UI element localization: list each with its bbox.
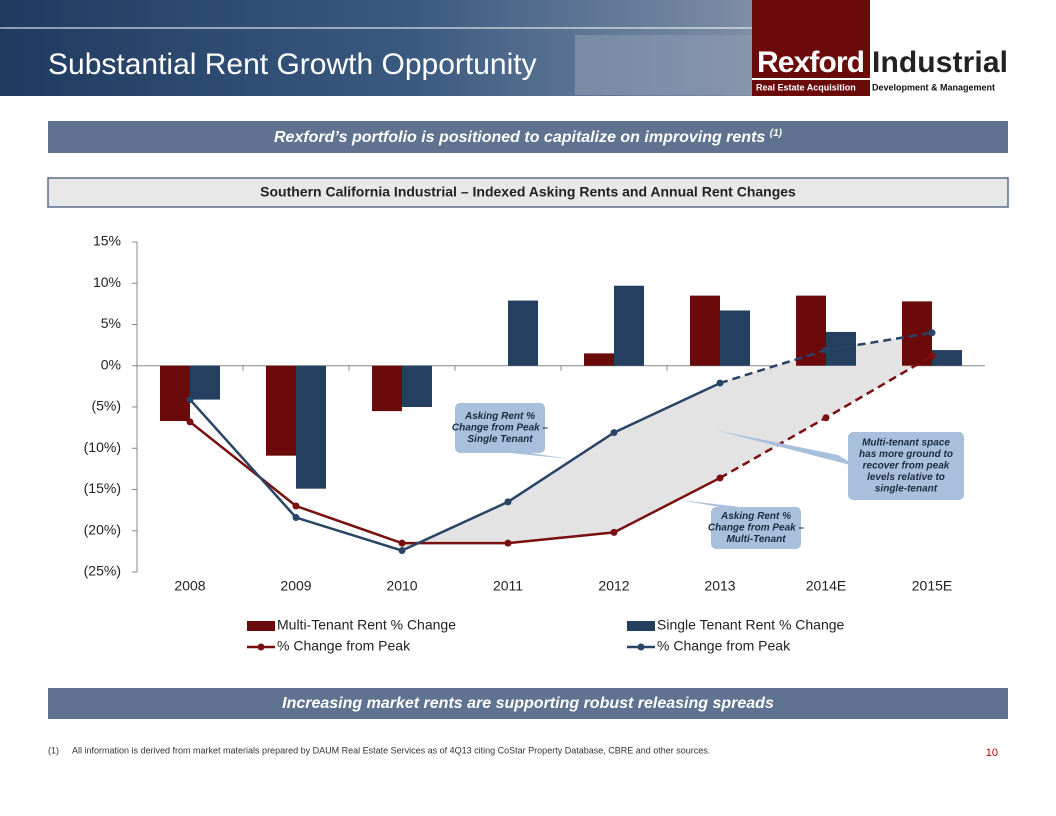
- bar: [266, 365, 296, 456]
- line-marker: [186, 396, 194, 404]
- logo-tag-1: Real Estate Acquisition: [756, 82, 856, 92]
- bar: [508, 300, 538, 366]
- line-marker: [186, 418, 194, 426]
- logo-block: [752, 0, 870, 78]
- legend-swatch: [247, 621, 275, 631]
- x-tick-label: 2014E: [806, 578, 846, 594]
- line-marker: [822, 414, 830, 422]
- y-tick-label: 15%: [93, 233, 121, 249]
- legend-marker: [637, 643, 645, 651]
- gap-area: [402, 332, 932, 551]
- line-marker: [504, 539, 512, 547]
- y-tick-label: (20%): [84, 521, 121, 537]
- y-tick-label: 10%: [93, 274, 121, 290]
- callout-text: Change from Peak –: [452, 423, 549, 434]
- callout-text: recover from peak: [863, 461, 950, 472]
- logo-tag-2: Development & Management: [872, 82, 995, 92]
- line-marker: [398, 547, 406, 555]
- callout-pointer: [680, 500, 740, 507]
- line-marker: [292, 514, 300, 522]
- line-marker: [928, 329, 936, 337]
- legend-label: Multi-Tenant Rent % Change: [277, 617, 456, 633]
- legend-marker: [257, 643, 265, 651]
- legend-label: Single Tenant Rent % Change: [657, 617, 845, 633]
- y-tick-label: (25%): [84, 563, 121, 579]
- bar: [690, 295, 720, 366]
- x-tick-label: 2009: [280, 578, 311, 594]
- legend-label: % Change from Peak: [657, 638, 791, 654]
- bar: [402, 365, 432, 407]
- slide-title: Substantial Rent Growth Opportunity: [48, 48, 537, 81]
- line-marker: [610, 528, 618, 536]
- bottom-banner: [48, 688, 1008, 719]
- line-marker: [822, 346, 830, 354]
- footnote-marker: (1): [48, 745, 59, 755]
- bar: [584, 353, 614, 366]
- bar: [296, 365, 326, 489]
- callout-text: has more ground to: [859, 449, 953, 460]
- logo-name-2: Industrial: [872, 46, 1008, 79]
- line-marker: [504, 498, 512, 506]
- subtitle-text: Rexford’s portfolio is positioned to cap…: [274, 129, 765, 146]
- callout-text: Single Tenant: [467, 434, 533, 445]
- callout-box: [711, 507, 801, 549]
- callout-box: [455, 403, 545, 453]
- chart-title: Southern California Industrial – Indexed…: [260, 184, 796, 200]
- callout-text: levels relative to: [867, 472, 945, 483]
- callout-text: Asking Rent %: [464, 411, 535, 422]
- logo-name-1: Rexford: [757, 46, 865, 79]
- bar: [190, 365, 220, 400]
- line-marker: [716, 379, 724, 387]
- callout-text: Change from Peak –: [708, 523, 805, 534]
- line-marker: [928, 352, 936, 360]
- footnote-text: All information is derived from market m…: [72, 745, 710, 755]
- y-tick-label: (5%): [91, 398, 121, 414]
- y-tick-label: (10%): [84, 439, 121, 455]
- bar: [826, 331, 856, 366]
- subtitle-note: (1): [770, 128, 783, 139]
- legend-label: % Change from Peak: [277, 638, 411, 654]
- x-tick-label: 2010: [386, 578, 417, 594]
- subtitle-banner: [48, 121, 1008, 153]
- bar: [614, 285, 644, 366]
- callout-text: Multi-Tenant: [726, 534, 786, 545]
- bar: [372, 365, 402, 412]
- page-number: 10: [986, 747, 998, 759]
- line-marker: [292, 502, 300, 510]
- bottom-banner-text: Increasing market rents are supporting r…: [282, 695, 774, 712]
- line: [189, 381, 721, 552]
- subtitle: Rexford’s portfolio is positioned to cap…: [274, 128, 783, 147]
- bar: [720, 310, 750, 366]
- callout-box: [848, 432, 964, 500]
- bar: [160, 365, 190, 422]
- bar: [932, 350, 962, 366]
- plot: (25%) (20%) (15%) (10%) (5%) 0% 5% 10% 15% 2008 20…: [84, 233, 985, 654]
- callout-pointer: [510, 453, 570, 459]
- line: [189, 420, 721, 545]
- callout-text: Asking Rent %: [720, 511, 791, 522]
- y-tick-label: 0%: [101, 356, 121, 372]
- x-tick-label: 2008: [174, 578, 205, 594]
- x-tick-label: 2013: [704, 578, 735, 594]
- x-tick-label: 2015E: [912, 578, 952, 594]
- chart-title-box: [47, 177, 1009, 208]
- line-marker: [716, 474, 724, 482]
- x-tick-label: 2012: [598, 578, 629, 594]
- header-photo: [575, 35, 752, 95]
- y-tick-label: (15%): [84, 480, 121, 496]
- y-tick-label: 5%: [101, 315, 121, 331]
- logo-tag-block: [752, 80, 870, 96]
- line-marker: [610, 429, 618, 437]
- callout-text: Multi-tenant space: [862, 438, 950, 449]
- callout-pointer: [715, 430, 858, 467]
- line-marker: [398, 539, 406, 547]
- legend-swatch: [627, 621, 655, 631]
- x-tick-label: 2011: [493, 578, 523, 594]
- callout-text: single-tenant: [875, 484, 938, 495]
